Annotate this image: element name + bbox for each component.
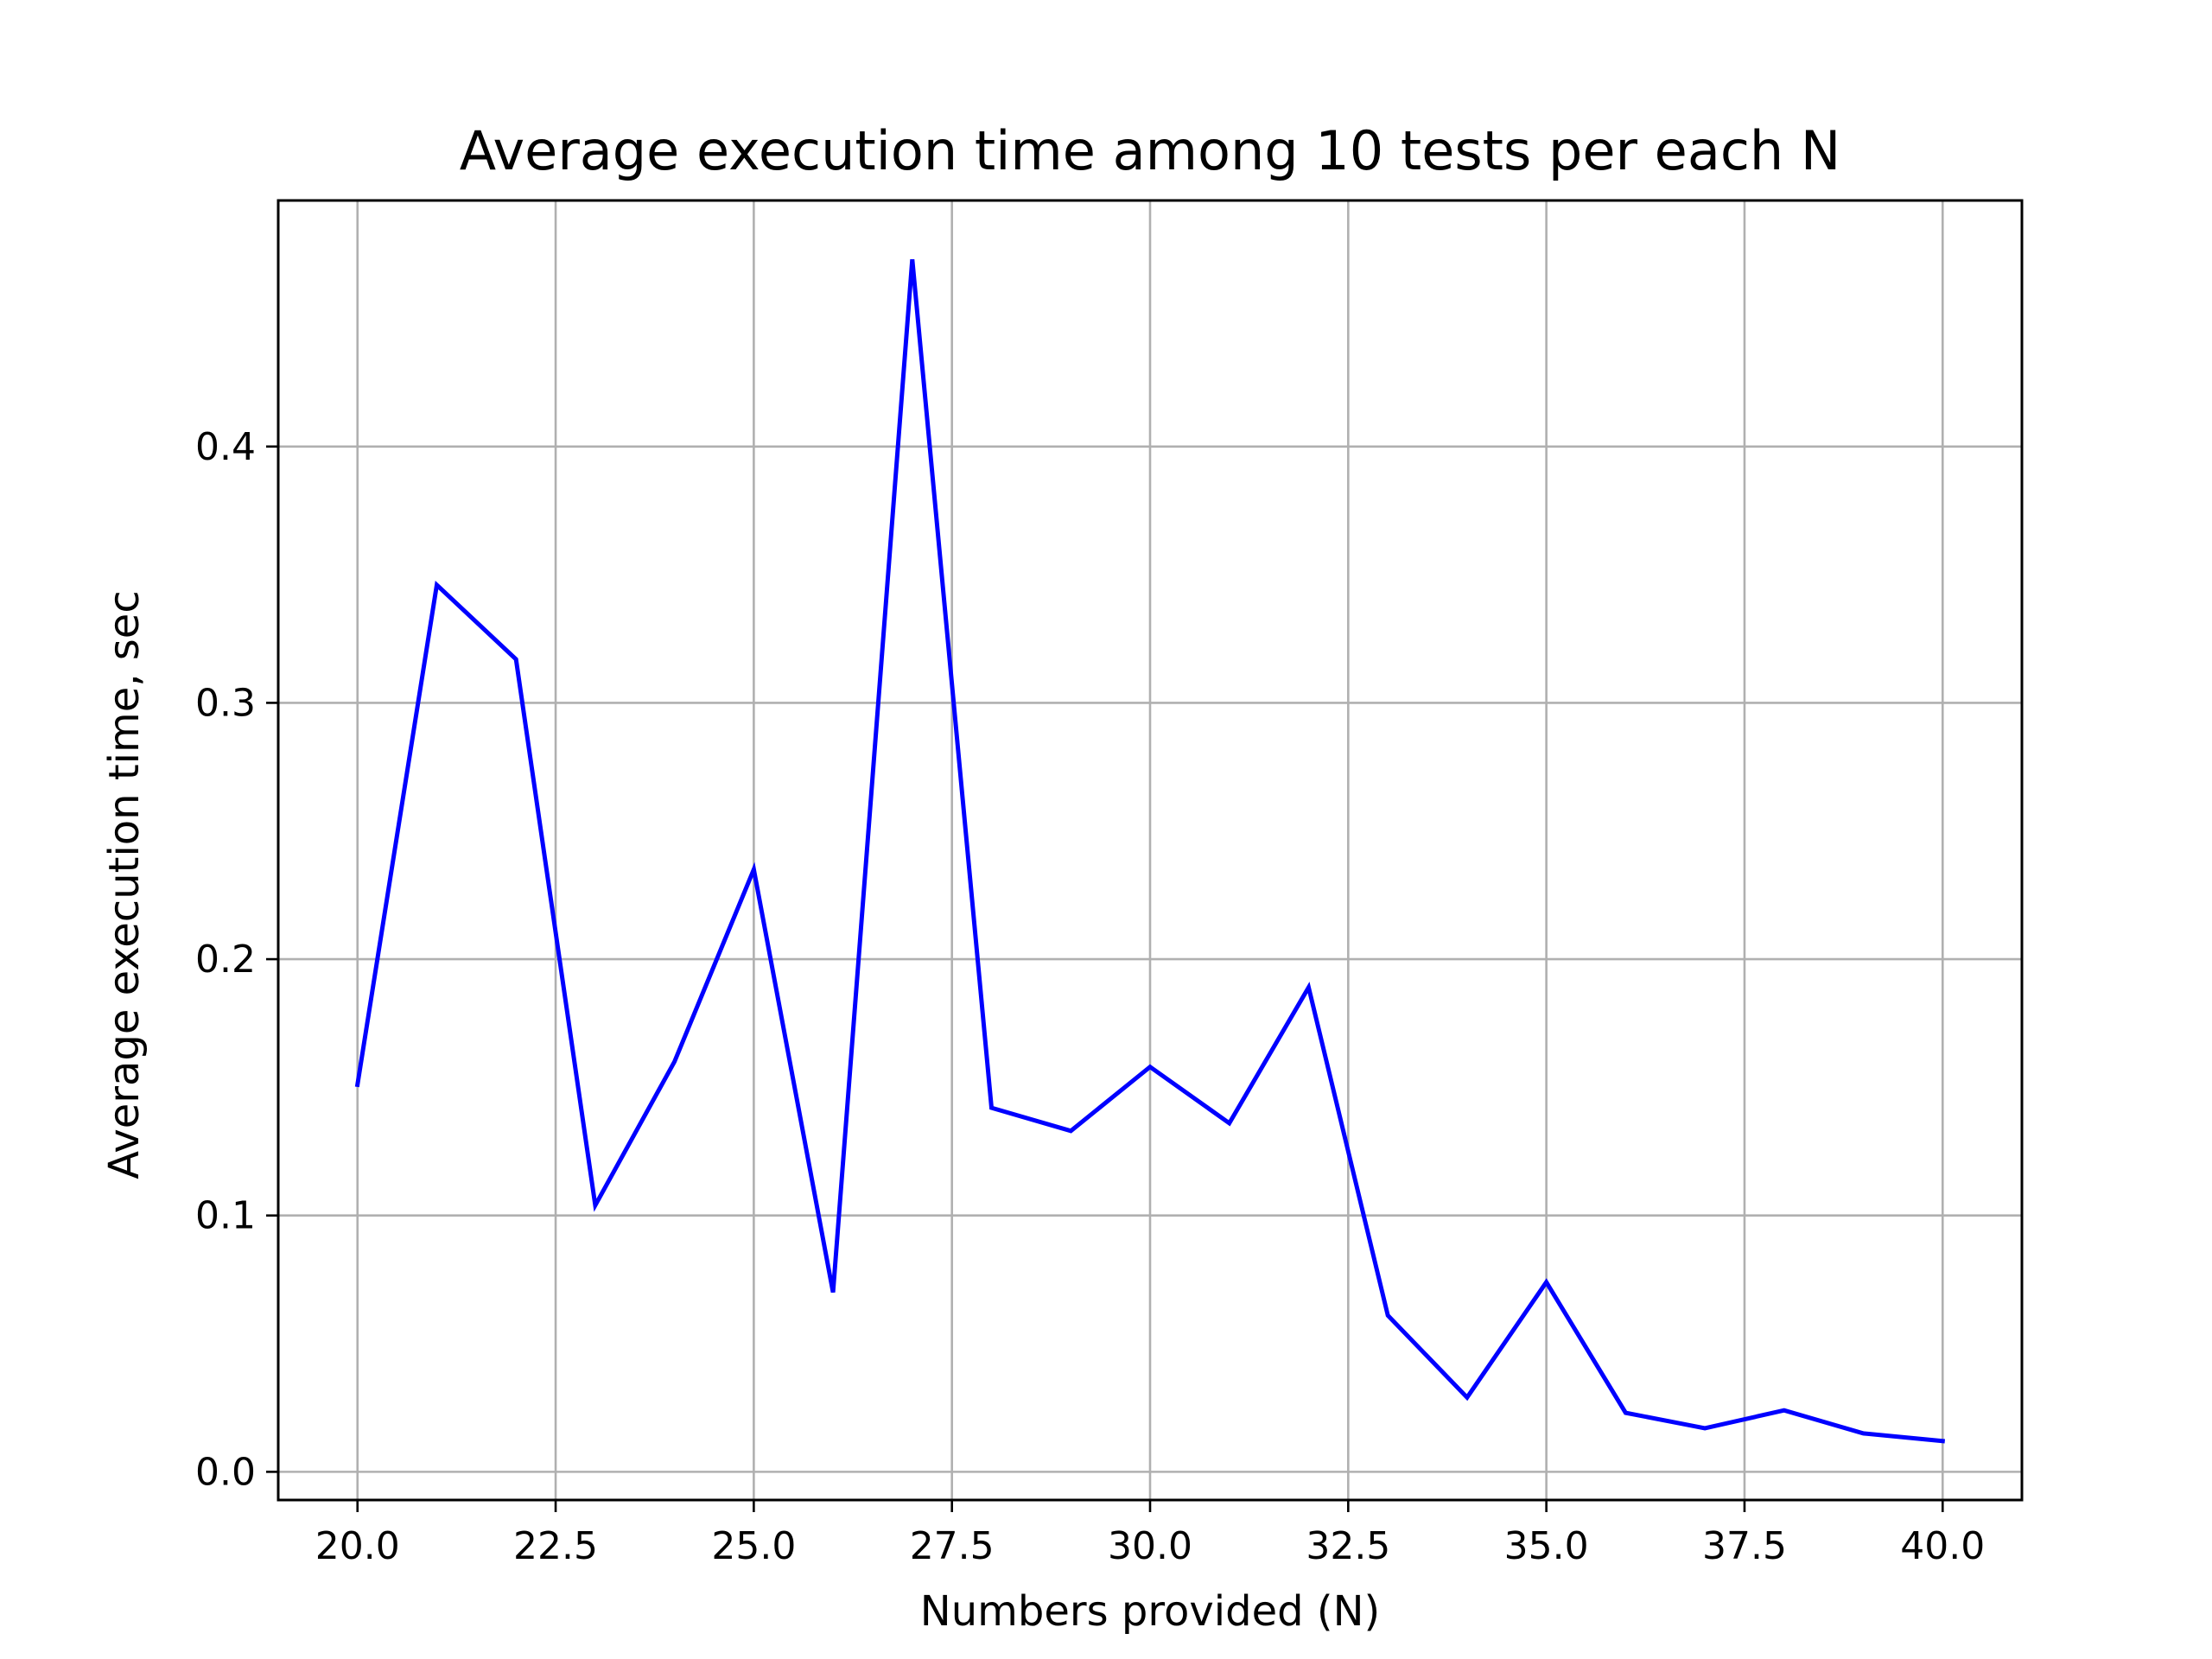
x-tick-label: 35.0 bbox=[1504, 1524, 1589, 1568]
x-axis-tick-labels: 20.0 22.5 25.0 27.5 30.0 32.5 35.0 37.5 40.0 bbox=[315, 1524, 1986, 1568]
grid-lines bbox=[278, 200, 2022, 1500]
tick-marks bbox=[266, 445, 1944, 1512]
x-tick-label: 22.5 bbox=[513, 1524, 598, 1568]
y-tick-label: 0.4 bbox=[195, 425, 256, 469]
x-tick-label: 20.0 bbox=[315, 1524, 400, 1568]
y-tick-label: 0.2 bbox=[195, 938, 256, 982]
x-tick-label: 25.0 bbox=[711, 1524, 796, 1568]
y-tick-label: 0.0 bbox=[195, 1450, 256, 1494]
chart-title: Average execution time among 10 tests pe… bbox=[460, 119, 1841, 182]
y-tick-label: 0.1 bbox=[195, 1194, 256, 1238]
y-axis-label: Average execution time, sec bbox=[100, 590, 149, 1179]
x-tick-label: 32.5 bbox=[1306, 1524, 1390, 1568]
series-layer bbox=[354, 258, 1946, 1444]
x-tick-label: 27.5 bbox=[910, 1524, 995, 1568]
y-axis-tick-labels: 0.0 0.1 0.2 0.3 0.4 bbox=[195, 425, 256, 1495]
y-tick-label: 0.3 bbox=[195, 681, 256, 725]
x-axis-label: Numbers provided (N) bbox=[920, 1587, 1380, 1636]
x-tick-label: 37.5 bbox=[1702, 1524, 1787, 1568]
x-tick-label: 30.0 bbox=[1108, 1524, 1192, 1568]
series-line-0 bbox=[354, 258, 1946, 1444]
x-tick-label: 40.0 bbox=[1900, 1524, 1985, 1568]
